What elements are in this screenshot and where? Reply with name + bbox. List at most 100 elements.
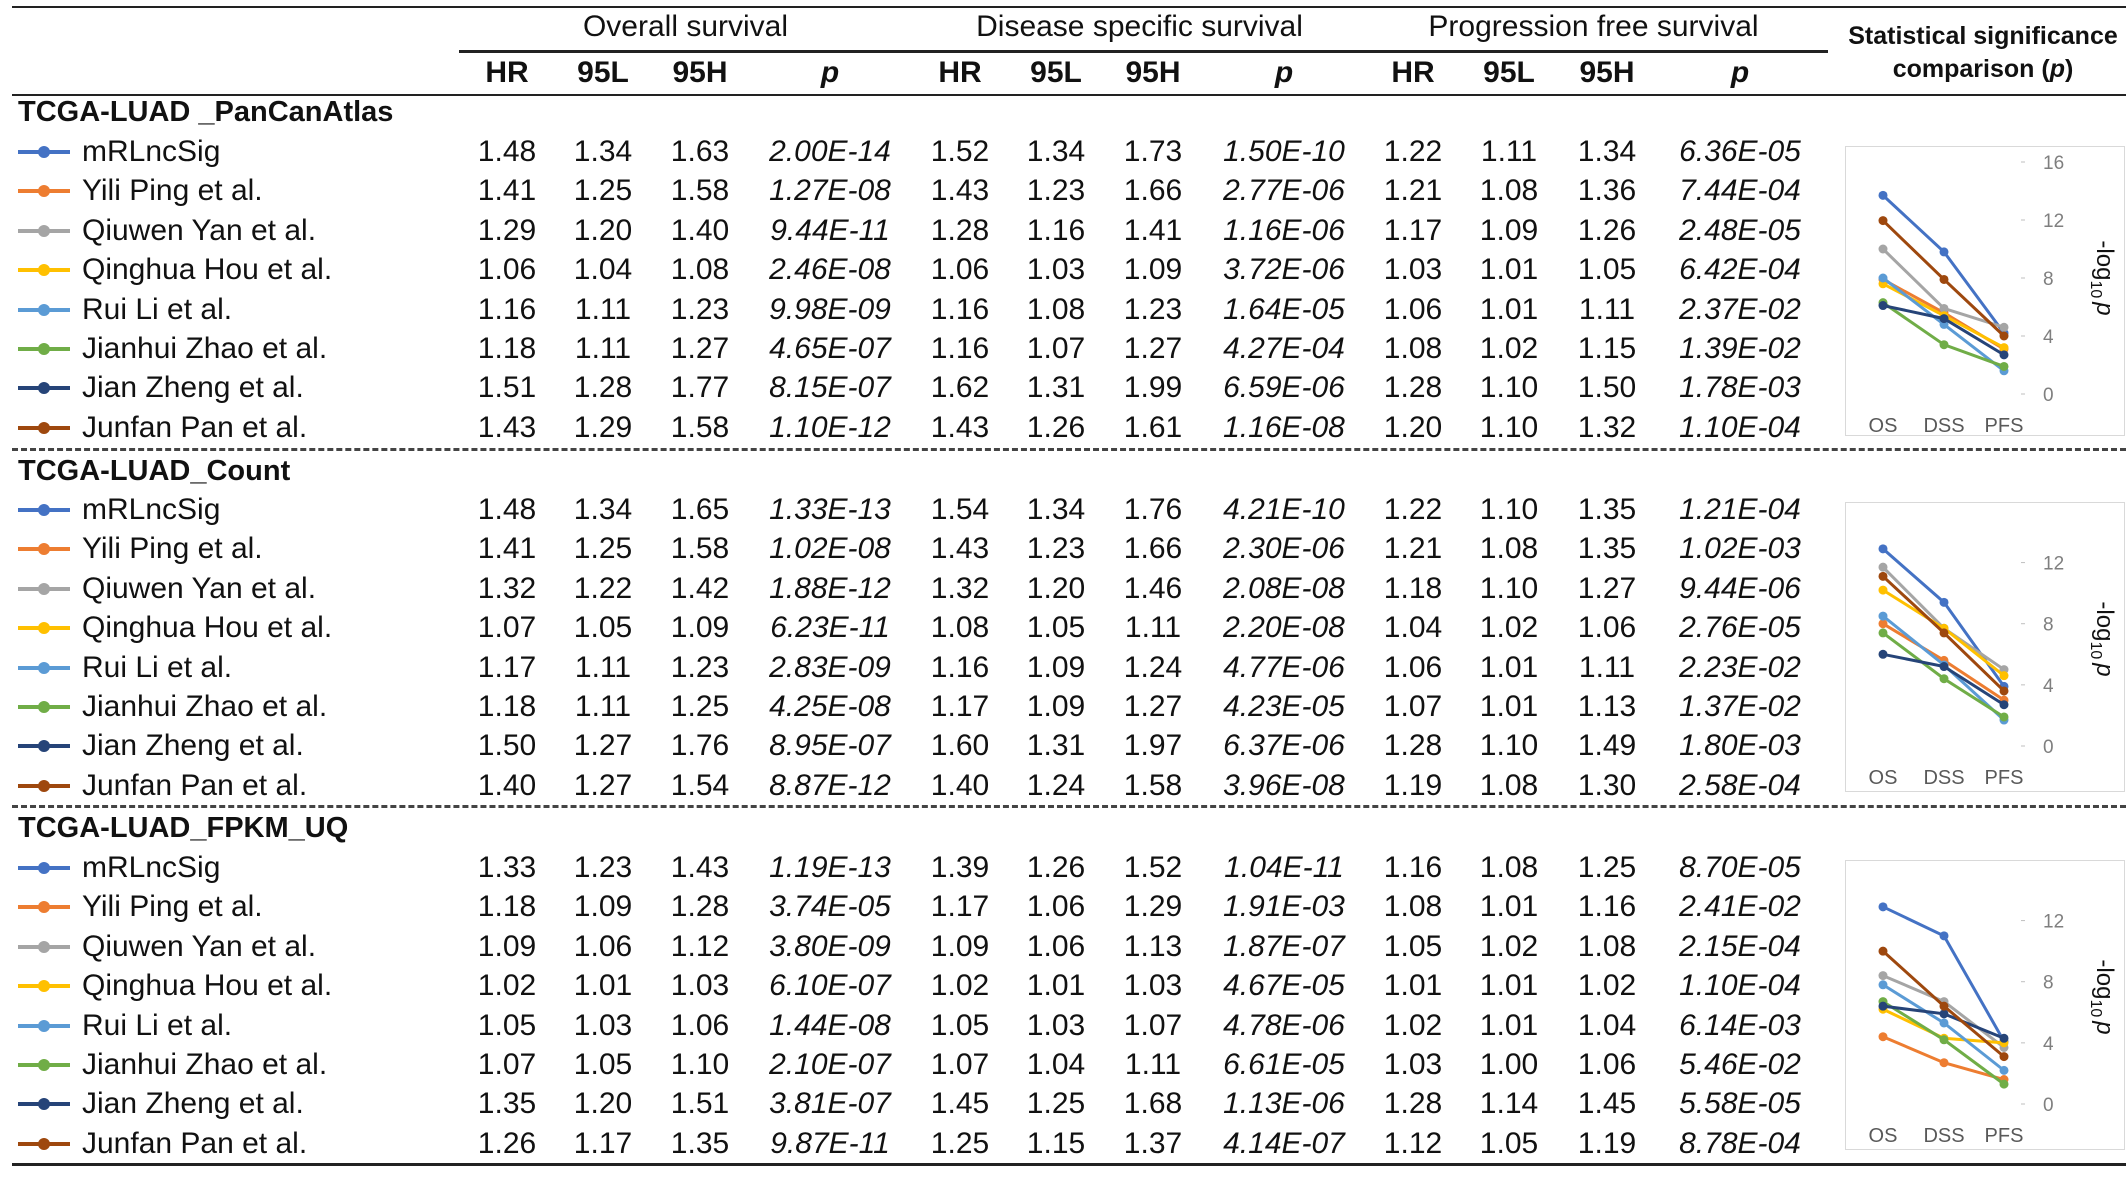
- col-header-dss-95l: 95L: [1030, 56, 1082, 89]
- cell-dss-p: 3.72E-06: [1223, 253, 1345, 287]
- cell-dss-95l: 1.31: [1026, 371, 1086, 405]
- cell-pfs-95l: 1.10: [1479, 410, 1539, 444]
- cell-pfs-p: 6.14E-03: [1679, 1008, 1801, 1042]
- cell-dss-p: 1.64E-05: [1223, 292, 1345, 326]
- cell-os-95l: 1.11: [574, 690, 632, 723]
- cell-dss-p: 4.21E-10: [1223, 493, 1345, 526]
- cell-os-95l: 1.05: [573, 1048, 633, 1081]
- cell-pfs-95h: 1.04: [1577, 1008, 1637, 1042]
- cell-dss-95h: 1.11: [1124, 611, 1182, 645]
- data-point: [1999, 343, 2009, 353]
- y-tick-label: 12: [2043, 554, 2064, 575]
- cell-os-95l: 1.11: [574, 332, 632, 365]
- data-point: [1878, 273, 1888, 283]
- y-tick-label: 12: [2043, 912, 2064, 933]
- cell-os-hr: 1.41: [477, 174, 537, 208]
- row-label: Qiuwen Yan et al.: [82, 213, 317, 247]
- series-marker-icon: [18, 146, 70, 158]
- data-point: [1939, 1001, 1949, 1011]
- cell-pfs-p: 1.10E-04: [1679, 410, 1801, 444]
- cell-pfs-95l: 1.08: [1479, 851, 1539, 884]
- row-label: Qinghua Hou et al.: [82, 969, 333, 1003]
- data-point: [1878, 585, 1888, 595]
- cell-dss-95h: 1.76: [1123, 493, 1183, 526]
- row-label: Jianhui Zhao et al.: [82, 1048, 328, 1081]
- cell-dss-p: 4.77E-06: [1223, 650, 1345, 684]
- cell-pfs-95l: 1.02: [1479, 929, 1539, 963]
- data-point: [1939, 662, 1949, 672]
- x-tick-label: DSS: [1923, 767, 1964, 789]
- cell-pfs-95l: 1.05: [1479, 1126, 1539, 1160]
- cell-os-95l: 1.23: [573, 851, 633, 884]
- cell-os-95h: 1.10: [670, 1048, 730, 1081]
- cell-dss-hr: 1.17: [930, 890, 990, 924]
- series-marker-icon: [18, 382, 70, 395]
- group-header-dss: Disease specific survival: [976, 10, 1303, 43]
- cell-pfs-p: 2.58E-04: [1679, 768, 1801, 802]
- cell-pfs-p: 1.80E-03: [1679, 729, 1801, 763]
- data-point: [1999, 1052, 2009, 1062]
- cell-os-95h: 1.42: [670, 571, 730, 605]
- cell-os-p: 2.46E-08: [769, 253, 891, 287]
- cell-dss-95l: 1.31: [1026, 729, 1086, 763]
- table-row: Rui Li et al. 1.17 1.11 1.23 2.83E-09 1.16 1.0…: [0, 648, 1840, 687]
- y-tick-label: 0: [2043, 737, 2054, 758]
- cell-os-p: 8.15E-07: [769, 371, 891, 405]
- row-label: mRLncSig: [82, 851, 221, 884]
- data-point: [1878, 971, 1888, 981]
- cell-pfs-95l: 1.11: [1480, 135, 1538, 168]
- cell-pfs-p: 1.02E-03: [1679, 532, 1801, 566]
- cell-os-95h: 1.06: [670, 1008, 730, 1042]
- cell-os-95h: 1.35: [670, 1126, 730, 1160]
- cell-dss-95l: 1.25: [1026, 1087, 1086, 1121]
- cell-pfs-hr: 1.04: [1383, 611, 1443, 645]
- cell-os-hr: 1.48: [477, 135, 537, 168]
- cell-os-hr: 1.02: [477, 969, 537, 1003]
- stat-header-p: p: [2049, 55, 2065, 83]
- row-label: Junfan Pan et al.: [82, 410, 308, 444]
- cell-dss-95h: 1.24: [1123, 650, 1183, 684]
- cell-os-95l: 1.05: [573, 611, 633, 645]
- y-axis-label: -log10p: [2087, 601, 2118, 676]
- col-header-os-p: p: [820, 56, 840, 89]
- data-point: [1878, 1001, 1888, 1011]
- cell-os-95h: 1.09: [670, 611, 730, 645]
- cell-pfs-hr: 1.01: [1383, 969, 1443, 1003]
- cell-pfs-95l: 1.01: [1479, 690, 1539, 723]
- series-marker-icon: [18, 862, 70, 874]
- cell-pfs-p: 2.41E-02: [1679, 890, 1801, 924]
- cell-dss-95l: 1.09: [1026, 650, 1086, 684]
- cell-dss-hr: 1.25: [930, 1126, 990, 1160]
- cell-dss-p: 1.13E-06: [1223, 1087, 1345, 1121]
- cell-os-95l: 1.28: [573, 371, 633, 405]
- cell-os-95h: 1.27: [670, 332, 730, 365]
- cell-os-p: 4.25E-08: [769, 690, 891, 723]
- cell-pfs-hr: 1.19: [1383, 768, 1443, 802]
- data-point: [1878, 619, 1888, 629]
- cell-pfs-95h: 1.15: [1577, 332, 1637, 365]
- cell-os-p: 1.27E-08: [769, 174, 891, 208]
- cell-os-p: 2.83E-09: [769, 650, 891, 684]
- bottom-rule: [12, 1163, 2126, 1166]
- series-marker-icon: [18, 980, 70, 993]
- cell-pfs-hr: 1.06: [1383, 292, 1443, 326]
- data-point: [1878, 216, 1888, 226]
- cell-pfs-hr: 1.16: [1383, 851, 1443, 884]
- cell-os-95h: 1.65: [670, 493, 730, 526]
- table-row: mRLncSig 1.48 1.34 1.63 2.00E-14 1.52 1.34 1.73…: [0, 132, 1840, 171]
- col-header-dss-95h: 95H: [1125, 56, 1181, 89]
- cell-os-hr: 1.40: [477, 768, 537, 802]
- cell-pfs-p: 2.15E-04: [1679, 929, 1801, 963]
- cell-pfs-95h: 1.27: [1577, 571, 1637, 605]
- cell-dss-hr: 1.05: [930, 1008, 990, 1042]
- section-separator-1: [12, 448, 2126, 451]
- cell-pfs-95h: 1.06: [1577, 1048, 1637, 1081]
- cell-os-p: 3.80E-09: [769, 929, 891, 963]
- cell-os-hr: 1.18: [477, 690, 537, 723]
- cell-os-hr: 1.17: [477, 650, 537, 684]
- cell-dss-hr: 1.62: [930, 371, 990, 405]
- cell-pfs-95h: 1.11: [1578, 292, 1636, 326]
- data-point: [1999, 686, 2009, 696]
- group-header-rule: [459, 50, 1828, 53]
- data-point: [1939, 597, 1949, 607]
